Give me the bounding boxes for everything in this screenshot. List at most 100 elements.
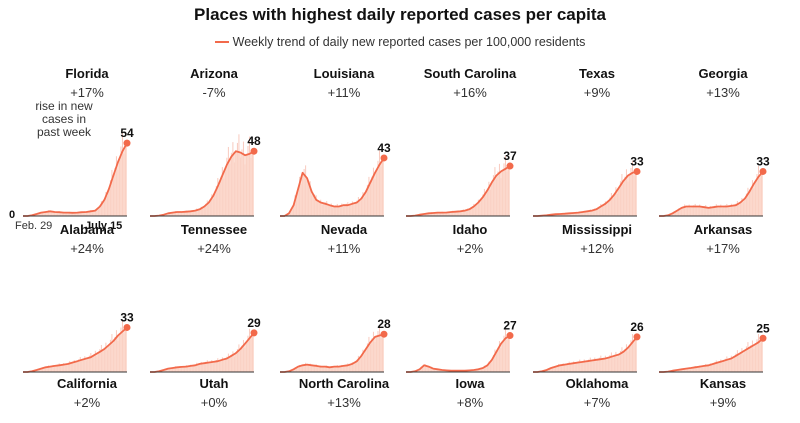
latest-value-label: 48 — [247, 134, 261, 148]
weekly-change: +11% — [327, 85, 361, 100]
zero-label: 0 — [9, 209, 16, 221]
weekly-change: +2% — [456, 241, 484, 256]
sparkline: 33 — [659, 154, 770, 217]
sparkline: 25 — [659, 321, 770, 373]
state-name: Iowa — [455, 376, 485, 391]
latest-value-label: 33 — [630, 154, 644, 168]
latest-value-label: 54 — [120, 126, 134, 140]
weekly-change: +0% — [200, 395, 228, 410]
state-name: Utah — [199, 376, 229, 391]
trend-area — [150, 151, 254, 216]
latest-value-label: 29 — [247, 316, 261, 330]
trend-line — [659, 337, 764, 373]
trend-area — [23, 327, 127, 372]
latest-point — [759, 167, 767, 175]
state-name: Georgia — [698, 66, 748, 81]
legend-line-swatch — [214, 40, 229, 43]
sparkline: 33 — [23, 310, 134, 373]
legend-label: Weekly trend of daily new reported cases… — [232, 35, 586, 49]
weekly-change: +13% — [327, 395, 361, 410]
weekly-change: +9% — [709, 395, 737, 410]
state-name: Idaho — [452, 222, 488, 237]
latest-value-label: 28 — [377, 317, 391, 331]
weekly-change: +8% — [456, 395, 484, 410]
sparkline: 33 — [533, 154, 644, 217]
sparkline: 27 — [406, 319, 517, 373]
latest-point — [250, 147, 258, 155]
weekly-change: +11% — [327, 241, 361, 256]
weekly-change: +24% — [70, 241, 104, 256]
state-name: Arkansas — [693, 222, 753, 237]
weekly-change: +7% — [583, 395, 611, 410]
state-name: Tennessee — [180, 222, 248, 237]
trend-area — [23, 143, 127, 216]
weekly-change: -7% — [202, 85, 226, 100]
sparkline: 29 — [150, 316, 261, 373]
weekly-change: +12% — [580, 241, 614, 256]
state-name: Kansas — [699, 376, 747, 391]
state-name: South Carolina — [423, 66, 517, 81]
x-end-label: July 15 — [85, 220, 123, 232]
trend-area — [280, 157, 384, 216]
trend-line — [150, 332, 255, 373]
sparkline: 43 — [280, 141, 391, 217]
weekly-change: +9% — [583, 85, 611, 100]
state-name: Alabama — [59, 222, 115, 237]
chart-title: Places with highest daily reported cases… — [194, 5, 606, 24]
state-name: Oklahoma — [565, 376, 629, 391]
state-name: Florida — [65, 66, 109, 81]
sparkline: 26 — [533, 320, 644, 373]
latest-value-label: 26 — [630, 320, 644, 334]
latest-point — [759, 334, 767, 342]
trend-area — [406, 166, 510, 216]
trend-line — [23, 142, 128, 217]
trend-line — [533, 336, 638, 373]
trend-line — [23, 326, 128, 373]
trend-area — [659, 338, 763, 372]
weekly-change: +24% — [197, 241, 231, 256]
latest-point — [123, 139, 131, 147]
trend-area — [533, 336, 637, 372]
legend: Weekly trend of daily new reported cases… — [0, 35, 800, 49]
latest-point — [633, 333, 641, 341]
trend-line — [533, 170, 638, 217]
rise-annotation: rise in new cases in past week — [35, 99, 93, 139]
trend-line — [280, 333, 385, 373]
state-name: Nevada — [320, 222, 368, 237]
state-name: Texas — [579, 66, 615, 81]
sparkline: 28 — [280, 317, 391, 373]
state-name: California — [57, 376, 117, 391]
trend-area — [280, 334, 384, 372]
trend-line — [406, 165, 511, 217]
latest-value-label: 33 — [120, 310, 134, 324]
latest-value-label: 33 — [756, 154, 770, 168]
weekly-change: +17% — [70, 85, 104, 100]
weekly-change: +13% — [706, 85, 740, 100]
latest-value-label: 25 — [756, 321, 770, 335]
sparkline: 48 — [150, 134, 261, 217]
state-name: Arizona — [190, 66, 238, 81]
trend-line — [406, 334, 511, 373]
latest-point — [250, 329, 258, 337]
weekly-change: +16% — [453, 85, 487, 100]
x-start-label: Feb. 29 — [15, 220, 53, 232]
latest-value-label: 27 — [503, 319, 517, 333]
latest-point — [506, 162, 514, 170]
state-name: Louisiana — [313, 66, 375, 81]
latest-value-label: 43 — [377, 141, 391, 155]
latest-point — [380, 330, 388, 338]
sparkline: 37 — [406, 149, 517, 217]
latest-value-label: 37 — [503, 149, 517, 163]
trend-line — [280, 157, 385, 217]
trend-line — [659, 170, 764, 217]
state-name: Mississippi — [561, 222, 633, 237]
latest-point — [380, 154, 388, 162]
trend-area — [533, 171, 637, 216]
latest-point — [633, 167, 641, 175]
latest-point — [123, 323, 131, 331]
weekly-change: +2% — [73, 395, 101, 410]
sparkline: 54 — [23, 126, 134, 217]
trend-line — [150, 150, 255, 217]
trend-area — [406, 335, 510, 372]
latest-point — [506, 332, 514, 340]
